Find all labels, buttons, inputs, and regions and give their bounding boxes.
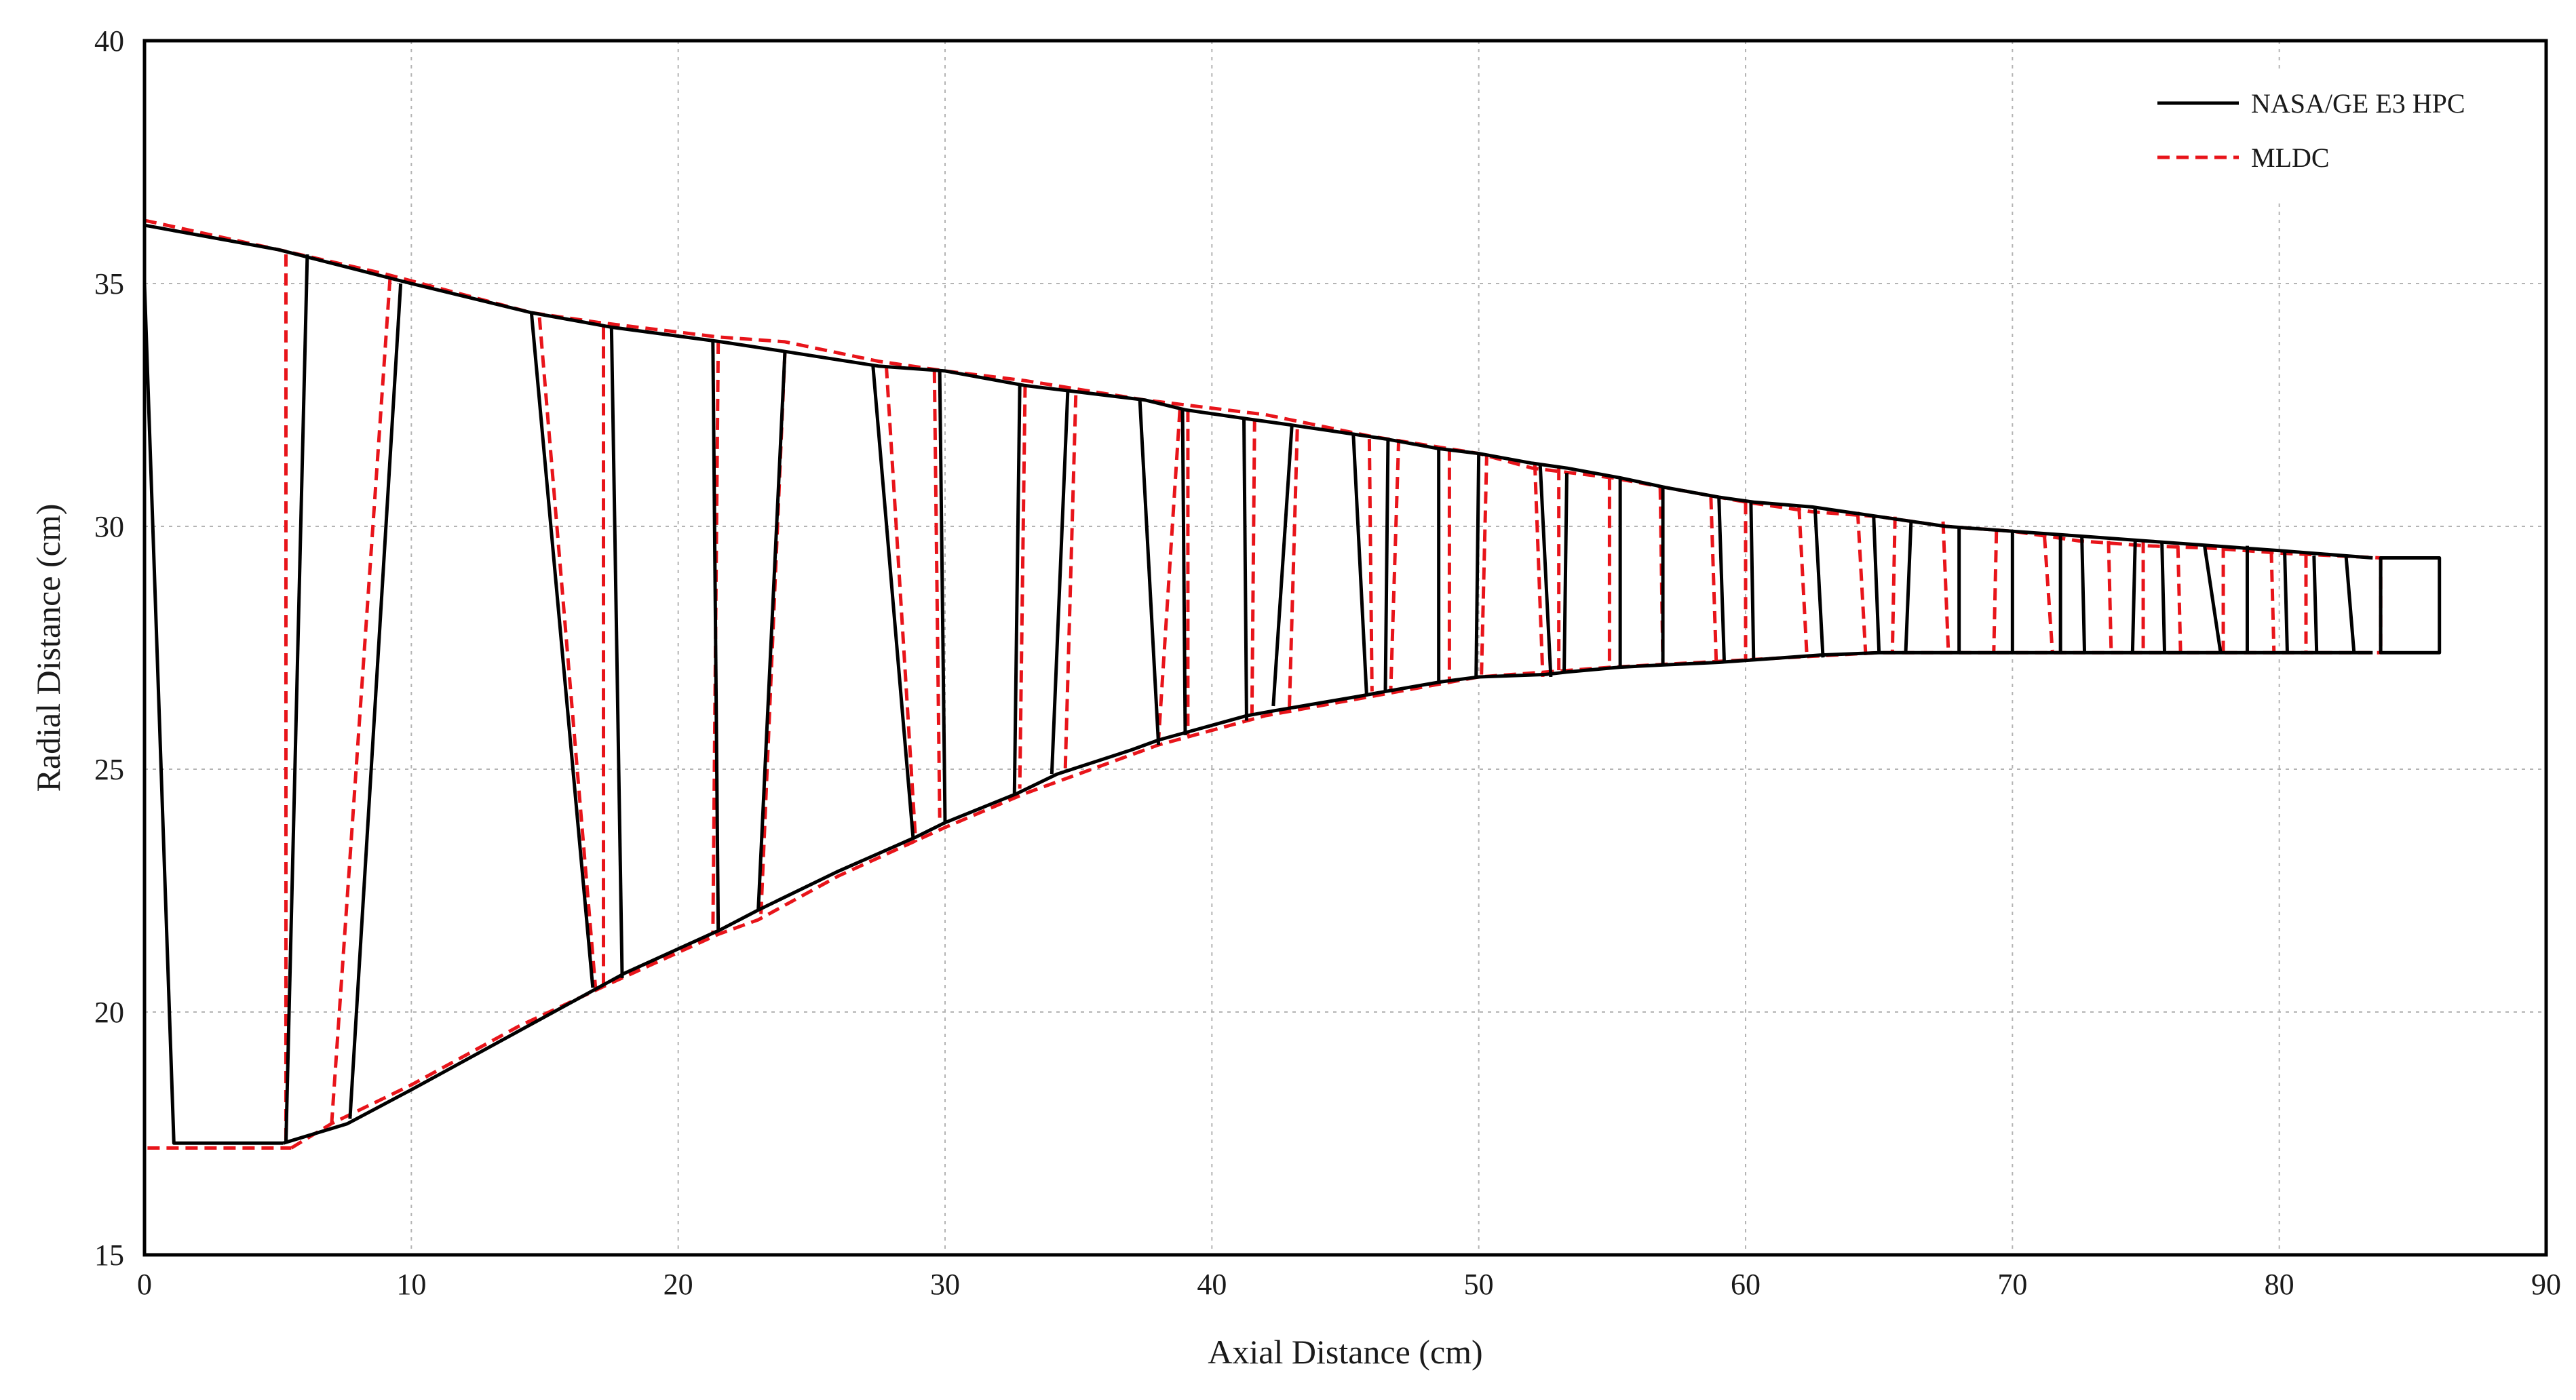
mldc-blade-line <box>1389 439 1401 692</box>
nasa-blade-line <box>2203 545 2223 653</box>
y-tick-label: 15 <box>94 1239 124 1272</box>
nasa-casing-line <box>144 223 2373 560</box>
y-tick-label: 25 <box>94 753 124 786</box>
mldc-closure-line <box>142 220 292 1150</box>
mldc-blade-line <box>1797 507 1809 658</box>
nasa-blade-line <box>1050 390 1070 775</box>
nasa-blade-line <box>2312 555 2319 653</box>
mldc-blade-line <box>1480 453 1488 678</box>
nasa-blade-line <box>1813 507 1825 658</box>
x-tick-label: 10 <box>396 1268 426 1301</box>
nasa-blade-line <box>1538 463 1553 678</box>
mldc-blade-line <box>884 366 918 842</box>
mldc-blade-line <box>2107 541 2113 653</box>
nasa-blade-line <box>1242 419 1248 721</box>
x-tick-label: 50 <box>1464 1268 1494 1301</box>
series-mldc <box>142 218 2383 1150</box>
nasa-blade-line <box>1138 400 1161 745</box>
mldc-blade-line <box>537 317 598 988</box>
nasa-blade-line <box>529 312 595 988</box>
mldc-casing-line <box>144 218 2381 560</box>
mldc-blade-line <box>329 278 392 1129</box>
y-axis-label: Radial Distance (cm) <box>29 504 67 792</box>
x-tick-label: 80 <box>2265 1268 2294 1301</box>
mldc-blade-line <box>1533 463 1545 678</box>
x-tick-label: 40 <box>1197 1268 1227 1301</box>
x-tick-label: 70 <box>1997 1268 2027 1301</box>
x-tick-label: 30 <box>930 1268 960 1301</box>
mldc-blade-line <box>2176 545 2183 653</box>
mldc-blade-line <box>1018 385 1027 789</box>
x-tick-label: 20 <box>664 1268 693 1301</box>
nasa-blade-line <box>2344 555 2356 653</box>
nasa-blade-line <box>1383 439 1390 692</box>
mldc-blade-line <box>1941 521 1950 653</box>
mldc-blade-line <box>1367 439 1374 692</box>
mldc-blade-line <box>1658 487 1665 665</box>
x-tick-label: 90 <box>2531 1268 2561 1301</box>
nasa-closure-line <box>142 225 284 1145</box>
nasa-blade-line <box>871 366 915 838</box>
plot-series <box>142 218 2442 1150</box>
nasa-blade-line <box>1872 516 1881 653</box>
legend: NASA/GE E3 HPC MLDC <box>2140 71 2527 203</box>
x-axis-label: Axial Distance (cm) <box>1208 1333 1482 1371</box>
nasa-blade-line <box>2283 550 2289 653</box>
nasa-blade-line <box>2080 536 2087 653</box>
mldc-blade-line <box>1992 531 1999 653</box>
mldc-blade-line <box>2043 536 2054 653</box>
mldc-blade-line <box>1287 429 1299 712</box>
nasa-blade-line <box>756 351 787 910</box>
nasa-blade-line <box>2160 541 2167 653</box>
nasa-exit-box <box>2379 556 2442 655</box>
mldc-blade-line <box>1709 497 1718 663</box>
y-tick-label: 20 <box>94 996 124 1029</box>
mldc-blade-line <box>1063 395 1078 775</box>
nasa-hub-line <box>282 650 2373 1145</box>
mldc-blade-line <box>2269 550 2276 653</box>
y-tick-label: 30 <box>94 510 124 543</box>
nasa-blade-line <box>711 341 720 930</box>
nasa-blade-line <box>1562 473 1569 672</box>
mldc-blade-line <box>1250 419 1256 716</box>
nasa-blade-line <box>1904 521 1913 653</box>
nasa-blade-line <box>1271 424 1294 707</box>
nasa-blade-line <box>284 254 309 1144</box>
legend-label-mldc: MLDC <box>2251 142 2330 173</box>
y-tick-label: 35 <box>94 267 124 300</box>
grid <box>145 41 2546 1255</box>
tick-labels: 0 10 20 30 40 50 60 70 80 90 15 20 25 30 35 40 <box>94 24 2561 1301</box>
x-tick-label: 0 <box>137 1268 152 1301</box>
y-tick-label: 40 <box>94 24 124 58</box>
nasa-blade-line <box>1749 502 1756 660</box>
x-tick-label: 60 <box>1731 1268 1761 1301</box>
nasa-blade-line <box>1180 410 1187 735</box>
nasa-blade-line <box>609 327 624 978</box>
nasa-blade-line <box>348 283 403 1119</box>
legend-label-nasa: NASA/GE E3 HPC <box>2251 88 2465 119</box>
mldc-blade-line <box>1856 511 1868 655</box>
nasa-blade-line <box>1012 385 1022 794</box>
legend-box <box>2140 71 2527 203</box>
nasa-blade-line <box>1351 433 1368 697</box>
series-nasa <box>142 223 2442 1145</box>
nasa-blade-line <box>1474 453 1481 677</box>
nasa-blade-line <box>938 370 947 823</box>
nasa-blade-line <box>2130 541 2137 653</box>
mldc-blade-line <box>932 370 942 818</box>
nasa-blade-line <box>1717 497 1727 663</box>
plot-frame <box>142 39 2548 1257</box>
mldc-blade-line <box>1890 516 1897 653</box>
mldc-blade-line <box>1157 409 1182 741</box>
